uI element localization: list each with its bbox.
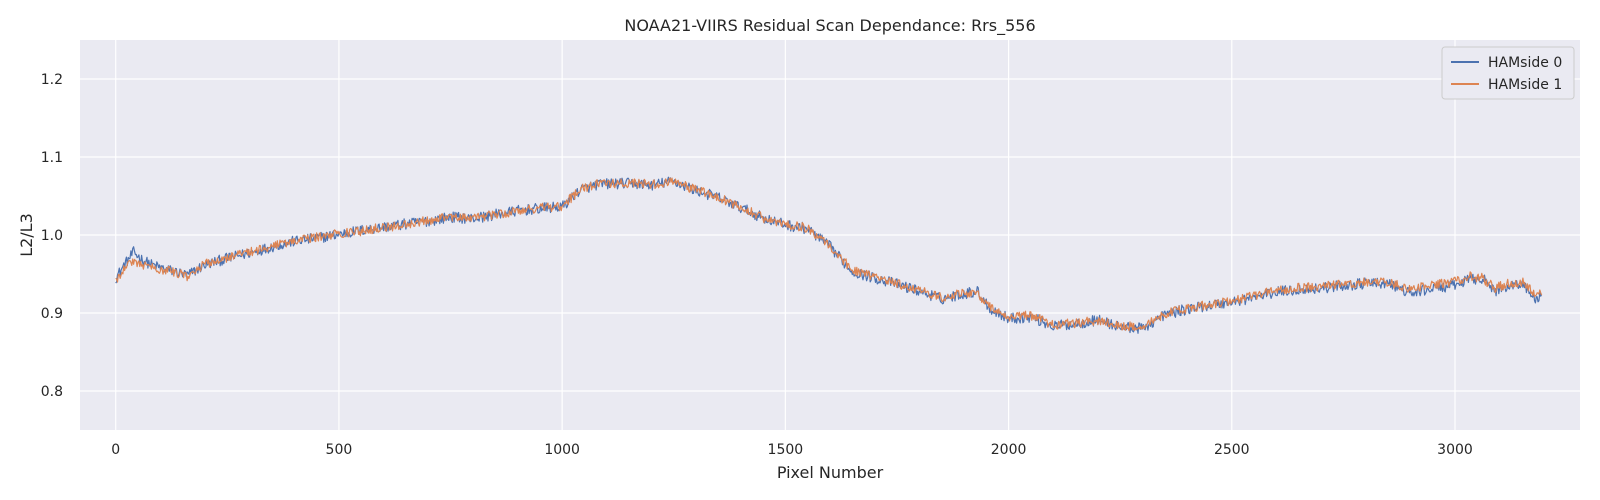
series-layer	[115, 176, 1543, 334]
y-tick-label: 0.9	[41, 306, 63, 322]
x-tick-label: 3000	[1437, 442, 1473, 458]
y-tick-label: 1.2	[41, 72, 63, 88]
y-tick-label: 0.8	[41, 384, 63, 400]
x-tick-labels: 0 500 1000 1500 2000 2500 3000	[111, 442, 1473, 458]
x-tick-label: 1500	[768, 442, 804, 458]
y-tick-labels: 0.8 0.9 1.0 1.1 1.2	[41, 72, 63, 400]
legend-label-hamside-0: HAMside 0	[1488, 55, 1562, 71]
y-axis-title: L2/L3	[17, 213, 36, 257]
x-tick-label: 0	[111, 442, 120, 458]
y-tick-label: 1.0	[41, 228, 63, 244]
x-tick-label: 500	[326, 442, 353, 458]
y-tick-label: 1.1	[41, 150, 63, 166]
chart-title: NOAA21-VIIRS Residual Scan Dependance: R…	[624, 16, 1035, 36]
x-tick-label: 1000	[544, 442, 580, 458]
series-line-hamside-1	[115, 177, 1543, 332]
legend-label-hamside-1: HAMside 1	[1488, 77, 1562, 93]
x-tick-label: 2000	[991, 442, 1027, 458]
grid-lines	[80, 40, 1580, 430]
x-tick-label: 2500	[1214, 442, 1250, 458]
x-axis-title: Pixel Number	[777, 463, 884, 482]
legend-box	[1441, 46, 1575, 100]
series-line-hamside-0	[115, 176, 1543, 334]
legend: HAMside 0 HAMside 1	[1441, 46, 1575, 100]
